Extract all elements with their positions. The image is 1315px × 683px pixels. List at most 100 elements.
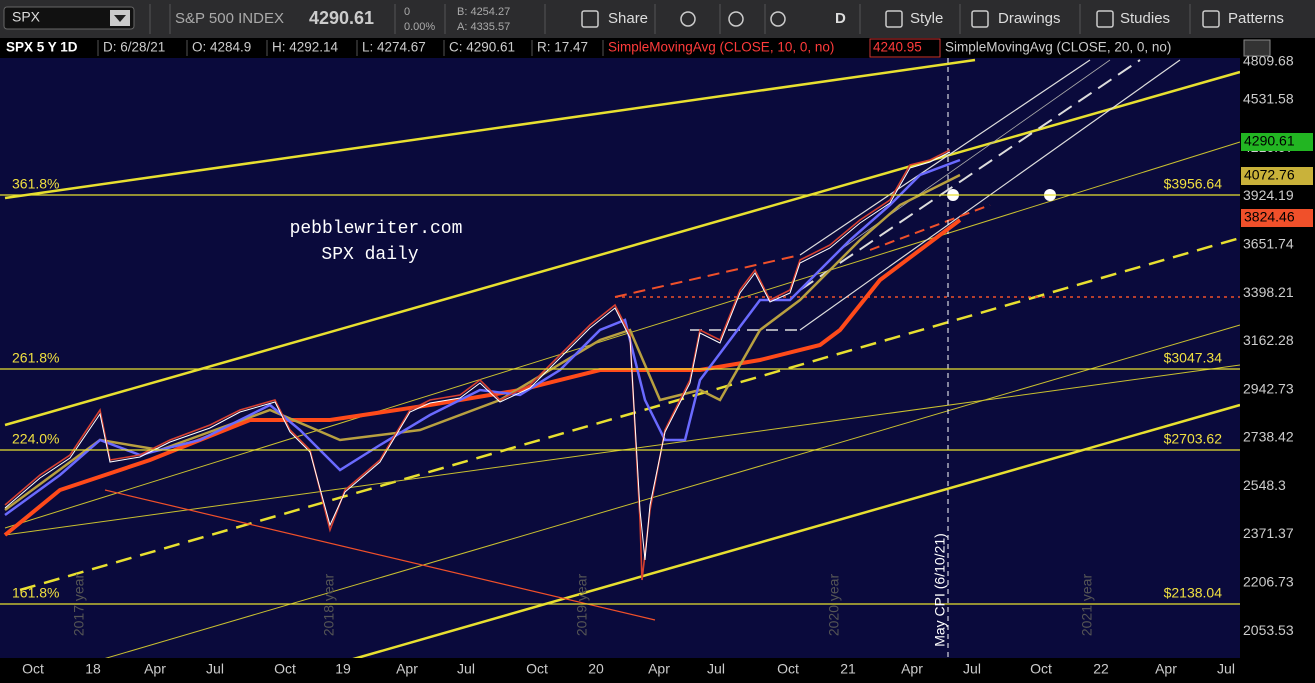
info-item: C: 4290.61 [449, 40, 515, 55]
price-axis-bg [1240, 58, 1315, 683]
info-item: SimpleMovingAvg (CLOSE, 20, 0, no) [945, 40, 1171, 55]
price-label: 4531.58 [1243, 91, 1294, 107]
year-watermark: 2017 year [71, 574, 87, 637]
toolbar-button[interactable]: Share [608, 10, 648, 27]
price-badge [1241, 209, 1313, 227]
time-label: Oct [274, 661, 296, 677]
trend-line [4, 70, 1241, 427]
info-item: L: 4274.67 [362, 40, 426, 55]
fib-price: $2703.62 [1164, 431, 1223, 447]
toolbar-button[interactable]: Patterns [1228, 10, 1284, 27]
trend-line [4, 58, 976, 200]
year-watermark: 2018 year [321, 574, 337, 637]
toolbar-button[interactable]: Style [910, 10, 943, 27]
fib-label: 261.8% [12, 350, 59, 366]
change-pct: 0.00% [404, 21, 435, 33]
info-item: H: 4292.14 [272, 40, 339, 55]
price-label: 3162.28 [1243, 332, 1294, 348]
fib-price: $3956.64 [1164, 176, 1223, 192]
info-item: 4240.95 [873, 40, 922, 55]
info-item: O: 4284.9 [192, 40, 251, 55]
time-label: Oct [777, 661, 799, 677]
time-label: 21 [840, 661, 856, 677]
time-label: 22 [1093, 661, 1109, 677]
toolbar-button[interactable]: Drawings [998, 10, 1061, 27]
time-axis-bg [0, 658, 1240, 683]
price-badge [1241, 133, 1313, 151]
symbol-box[interactable] [3, 6, 135, 30]
info-bar-bg [0, 38, 1315, 58]
bid: B: 4254.27 [457, 6, 510, 18]
site-label: pebblewriter.com [290, 219, 463, 239]
symbol: SPX [12, 9, 41, 25]
price-label: 2206.73 [1243, 573, 1294, 589]
ask: A: 4335.57 [457, 21, 510, 33]
time-label: Apr [1155, 661, 1177, 677]
info-item: R: 17.47 [537, 40, 588, 55]
trend-line [104, 489, 656, 621]
channel-line [799, 59, 1091, 256]
trend-line [349, 403, 1241, 662]
time-label: Oct [526, 661, 548, 677]
event-label: May CPI (6/10/21) [932, 533, 948, 647]
fib-price: $3047.34 [1164, 350, 1223, 366]
fib-label: 161.8% [12, 585, 59, 601]
axis-toggle[interactable] [1243, 39, 1271, 57]
time-label: Apr [396, 661, 418, 677]
sma-line [4, 151, 951, 561]
time-label: Jul [1217, 661, 1235, 677]
channel-line [799, 59, 1141, 291]
button-icon[interactable] [1202, 10, 1220, 28]
time-label: 19 [335, 661, 351, 677]
price-label: 2738.42 [1243, 429, 1294, 445]
button-icon[interactable] [971, 10, 989, 28]
fib-label: 224.0% [12, 431, 59, 447]
button-icon[interactable] [680, 11, 696, 27]
price-label: 2371.37 [1243, 525, 1294, 541]
price-label: 2942.73 [1243, 380, 1294, 396]
time-label: Jul [206, 661, 224, 677]
last-price: 4290.61 [309, 8, 374, 28]
button-icon[interactable] [728, 11, 744, 27]
price-badge [1241, 167, 1313, 185]
trend-line [614, 254, 801, 298]
time-label: Oct [1030, 661, 1052, 677]
button-icon[interactable] [770, 11, 786, 27]
price-label: 2548.3 [1243, 477, 1286, 493]
price-label: 2053.53 [1243, 622, 1294, 638]
button-icon[interactable] [581, 10, 599, 28]
price-label: 3924.19 [1243, 187, 1294, 203]
toolbar-bg [0, 0, 1315, 38]
price-line [4, 149, 951, 581]
time-label: Jul [457, 661, 475, 677]
fib-label: 361.8% [12, 176, 59, 192]
year-watermark: 2019 year [574, 574, 590, 637]
price-badge-label: 4072.76 [1244, 167, 1295, 183]
info-item: SPX 5 Y 1D [6, 40, 78, 55]
year-watermark: 2021 year [1079, 574, 1095, 637]
chart-bg [0, 38, 1240, 658]
sma-line [4, 158, 961, 517]
price-label: 3398.21 [1243, 284, 1294, 300]
time-label: 18 [85, 661, 101, 677]
time-label: Jul [963, 661, 981, 677]
price-badge-label: 3824.46 [1244, 209, 1295, 225]
chart-label: SPX daily [321, 245, 418, 265]
trend-line [4, 141, 1241, 529]
time-label: Apr [901, 661, 923, 677]
info-item: D: 6/28/21 [103, 40, 165, 55]
toolbar-button[interactable]: Studies [1120, 10, 1170, 27]
drawings [3, 58, 1241, 662]
time-label: Apr [648, 661, 670, 677]
fib-price: $2138.04 [1164, 585, 1223, 601]
toolbar-button[interactable]: D [835, 10, 846, 27]
year-watermark: 2020 year [826, 574, 842, 637]
time-label: Apr [144, 661, 166, 677]
instrument-name: S&P 500 INDEX [175, 10, 284, 27]
button-icon[interactable] [1096, 10, 1114, 28]
button-icon[interactable] [885, 10, 903, 28]
time-label: Oct [22, 661, 44, 677]
trend-line [869, 204, 991, 251]
